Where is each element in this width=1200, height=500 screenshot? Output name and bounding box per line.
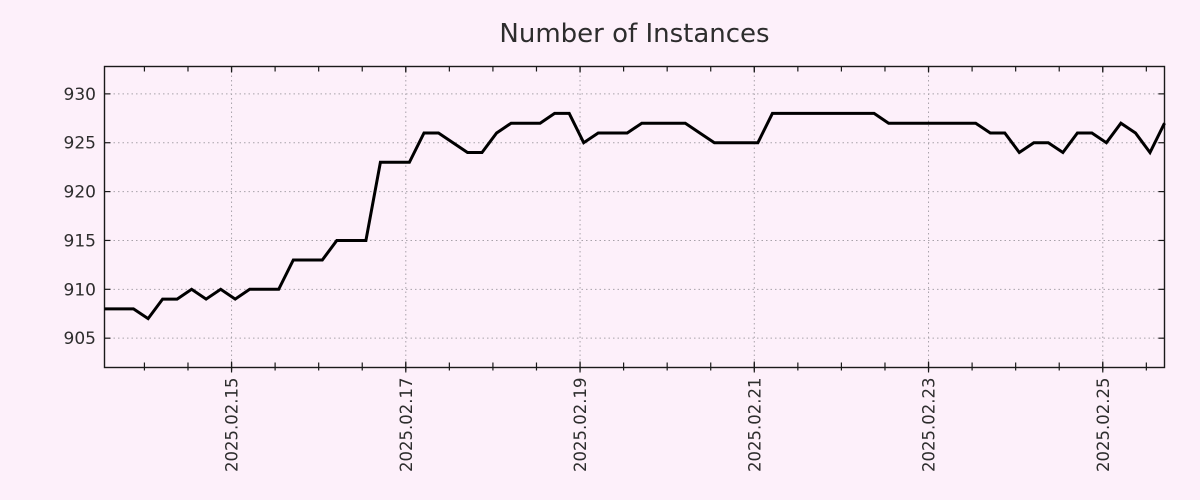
data-line-instances xyxy=(104,111,1166,321)
y-tick-label: 910 xyxy=(64,280,96,300)
y-tick-label: 925 xyxy=(64,134,96,154)
y-tick-labels: 905 910 915 920 925 930 xyxy=(64,85,96,349)
x-tick-label: 2025.02.15 xyxy=(223,378,242,472)
x-tick-label: 2025.02.19 xyxy=(571,378,590,472)
y-tick-label: 905 xyxy=(64,329,96,349)
x-tick-label: 2025.02.21 xyxy=(745,378,764,472)
y-tick-label: 915 xyxy=(64,231,96,251)
y-tick-label: 930 xyxy=(64,85,96,105)
plot-border xyxy=(103,65,1166,369)
tick-marks xyxy=(104,66,1165,373)
gridlines xyxy=(104,66,1165,368)
chart-title: Number of Instances xyxy=(499,19,769,49)
x-tick-label: 2025.02.23 xyxy=(920,378,939,472)
y-tick-label: 920 xyxy=(64,183,96,203)
x-tick-label: 2025.02.17 xyxy=(397,378,416,472)
x-tick-labels: 2025.02.15 2025.02.17 2025.02.19 2025.02.21… xyxy=(223,378,1113,472)
x-tick-label: 2025.02.25 xyxy=(1094,378,1113,472)
